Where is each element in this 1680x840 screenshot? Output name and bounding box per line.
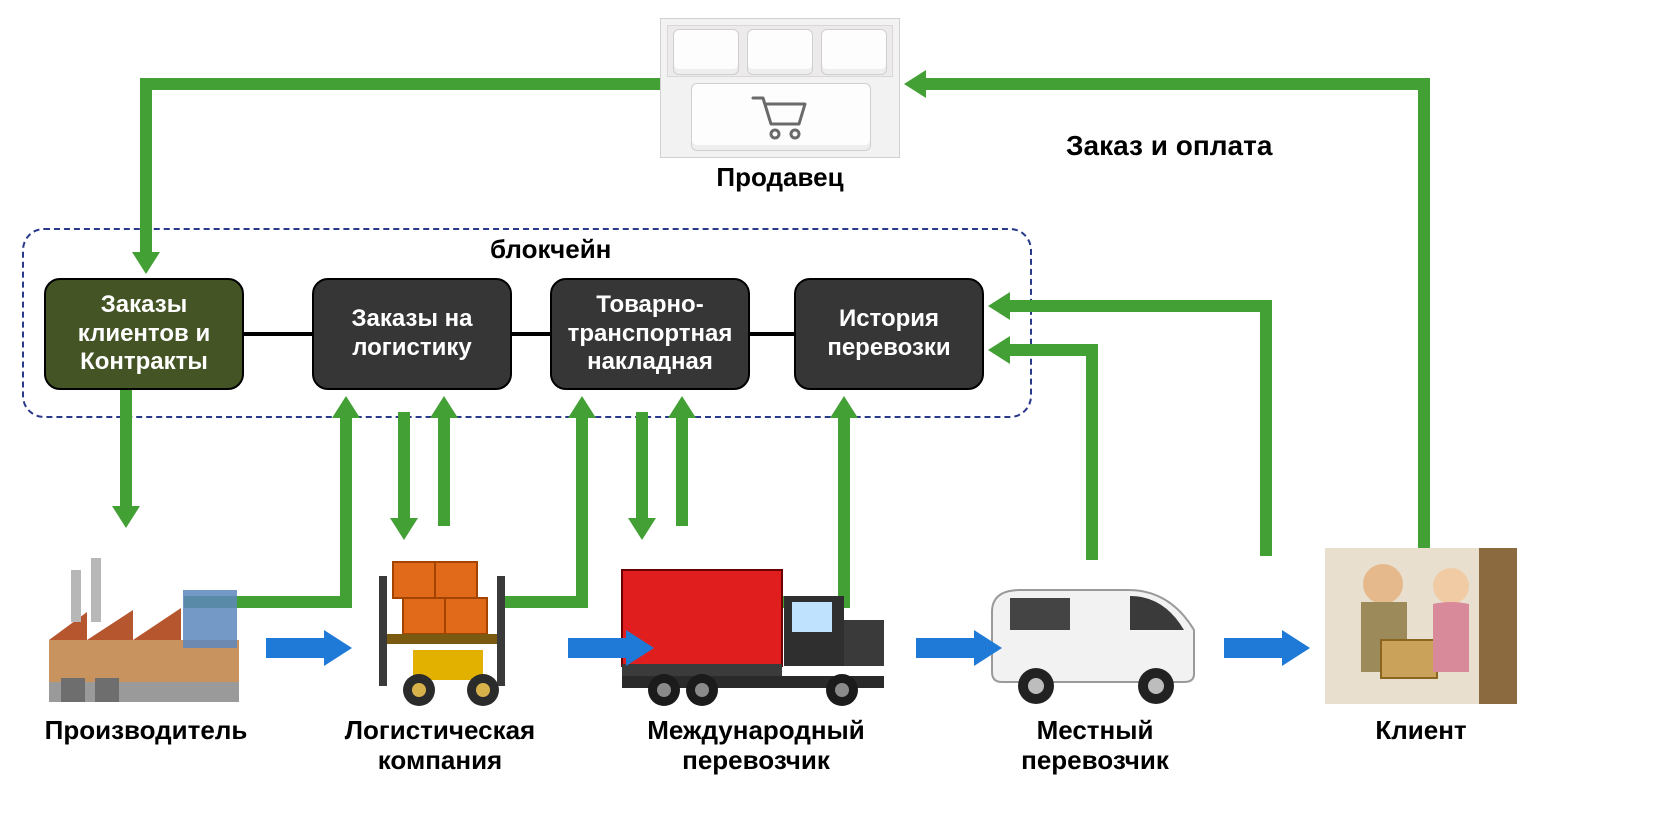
entity-label: Международный перевозчик	[616, 716, 896, 776]
seller-label: Продавец	[660, 162, 900, 193]
bc-node-shipment-history: История перевозки	[794, 278, 984, 390]
forklift-icon	[330, 540, 550, 710]
flow-arrow-icon	[568, 630, 654, 666]
entity-local-carrier: Местный перевозчик	[980, 540, 1210, 776]
delivery-person-icon	[1296, 540, 1546, 710]
flow-arrow-icon	[1224, 630, 1310, 666]
green-edge	[140, 78, 152, 256]
entity-label: Логистическая компания	[330, 716, 550, 776]
green-edge	[1086, 344, 1098, 560]
green-edge	[1008, 300, 1272, 312]
green-edge	[636, 412, 648, 522]
keyboard-icon	[660, 18, 900, 158]
green-edge	[1418, 78, 1430, 550]
green-edge	[676, 416, 688, 526]
green-edge	[576, 416, 588, 608]
bc-link	[512, 332, 550, 336]
entity-label: Местный перевозчик	[980, 716, 1210, 776]
van-icon	[980, 540, 1210, 710]
seller-block: Продавец	[660, 18, 900, 193]
entity-logistics-company: Логистическая компания	[330, 540, 550, 776]
bc-link	[750, 332, 794, 336]
green-edge	[1008, 344, 1098, 356]
diagram-stage: Продавец Заказ и оплата блокчейн Заказы …	[0, 0, 1680, 840]
green-edge	[146, 78, 660, 90]
entity-international-carrier: Международный перевозчик	[616, 540, 896, 776]
flow-arrow-icon	[266, 630, 352, 666]
green-edge	[924, 78, 1430, 90]
flow-arrow-icon	[916, 630, 1002, 666]
entity-label: Клиент	[1296, 716, 1546, 746]
factory-icon	[36, 540, 256, 710]
bc-node-logistics-orders: Заказы на логистику	[312, 278, 512, 390]
green-edge	[1260, 300, 1272, 556]
entity-manufacturer: Производитель	[36, 540, 256, 746]
order-payment-label: Заказ и оплата	[1066, 130, 1272, 162]
entity-client: Клиент	[1296, 540, 1546, 746]
truck-icon	[616, 540, 896, 710]
green-edge	[398, 412, 410, 522]
green-edge	[120, 390, 132, 510]
bc-link	[244, 332, 312, 336]
green-edge	[438, 416, 450, 526]
bc-node-waybill: Товарно-транспортная накладная	[550, 278, 750, 390]
cart-icon	[751, 94, 811, 140]
blockchain-title: блокчейн	[490, 234, 611, 265]
bc-node-orders-contracts: Заказы клиентов и Контракты	[44, 278, 244, 390]
entity-label: Производитель	[36, 716, 256, 746]
